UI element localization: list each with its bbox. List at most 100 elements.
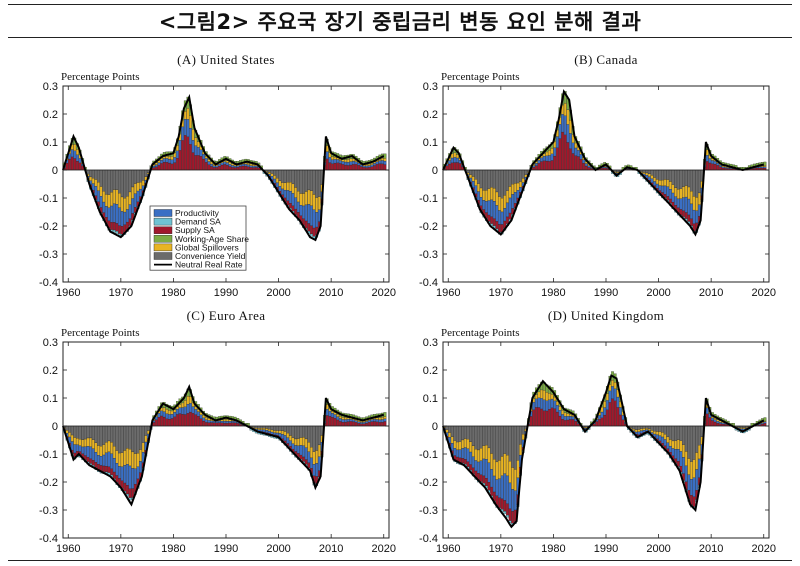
bar-segment: [461, 439, 465, 449]
bar-segment: [170, 410, 174, 415]
bar-segment: [202, 153, 205, 160]
bar-segment: [558, 406, 562, 411]
bar-segment: [289, 182, 292, 192]
bar-segment: [97, 169, 100, 183]
bar-segment: [716, 423, 720, 427]
bar-segment: [312, 227, 316, 237]
bar-segment: [268, 172, 271, 175]
bar-segment: [157, 165, 161, 171]
bar-segment: [275, 178, 279, 183]
bar-segment: [218, 420, 221, 423]
x-tick-label: 1980: [161, 287, 185, 299]
bar-segment: [458, 441, 462, 450]
bar-segment: [123, 450, 127, 466]
bar-segment: [464, 425, 467, 439]
bar-segment: [550, 407, 554, 427]
bar-segment: [637, 431, 641, 435]
bar-segment: [197, 155, 200, 171]
bar-segment: [281, 430, 284, 435]
bar-segment: [296, 445, 300, 454]
bar-segment: [265, 430, 269, 433]
bar-segment: [81, 425, 85, 440]
bar-segment: [307, 451, 311, 463]
bar-segment: [582, 159, 585, 164]
bar-segment: [70, 425, 74, 436]
bar-segment: [278, 186, 282, 192]
bar-segment: [598, 419, 601, 427]
bar-segment: [513, 490, 517, 511]
bar-segment: [705, 407, 709, 414]
legend-swatch: [153, 235, 173, 243]
bar-segment: [498, 460, 501, 479]
y-axis-label: Percentage Points: [441, 327, 520, 339]
bar-segment: [223, 422, 227, 427]
bar-segment: [128, 425, 132, 450]
bar-segment: [381, 158, 384, 161]
bar-segment: [112, 229, 116, 233]
bar-segment: [763, 421, 767, 424]
bar-segment: [666, 169, 670, 180]
bar-segment: [183, 110, 187, 120]
bar-segment: [86, 457, 90, 462]
bar-segment: [713, 421, 717, 427]
bar-segment: [194, 409, 198, 415]
bar-segment: [650, 425, 654, 431]
bar-segment: [492, 188, 496, 202]
bar-segment: [307, 169, 311, 191]
bar-segment: [716, 165, 720, 171]
bar-segment: [705, 155, 709, 162]
bar-segment: [608, 390, 612, 403]
bar-segment: [289, 435, 292, 441]
bar-segment: [162, 416, 166, 427]
bar-segment: [663, 179, 667, 187]
bar-segment: [131, 169, 135, 188]
bar-segment: [194, 414, 198, 427]
bar-segment: [204, 422, 208, 427]
bar-segment: [611, 398, 614, 427]
bar-segment: [91, 183, 95, 191]
bar-segment: [86, 425, 90, 439]
x-tick-label: 2000: [266, 287, 290, 299]
bar-segment: [307, 204, 311, 224]
bar-segment: [362, 165, 366, 168]
bar-segment: [341, 419, 345, 423]
bar-segment: [215, 422, 219, 427]
bar-segment: [123, 482, 127, 492]
bar-segment: [286, 169, 290, 183]
bar-segment: [653, 425, 656, 432]
bar-segment: [170, 418, 174, 427]
bar-segment: [642, 172, 646, 175]
bar-segment: [144, 435, 148, 443]
legend-swatch: [153, 243, 173, 252]
bar-segment: [233, 422, 237, 427]
bar-segment: [584, 165, 588, 171]
bar-segment: [328, 157, 332, 163]
bar-segment: [713, 163, 717, 171]
bar-segment: [671, 448, 675, 456]
bar-segment: [692, 196, 696, 211]
y-tick-label: -0.2: [419, 221, 438, 233]
bar-segment: [477, 191, 480, 201]
bar-segment: [307, 425, 311, 443]
bar-segment: [76, 425, 79, 439]
x-tick-label: 1970: [489, 543, 513, 555]
bar-segment: [307, 223, 311, 232]
bar-segment: [128, 488, 132, 498]
bar-segment: [763, 417, 767, 422]
x-tick-label: 2020: [371, 543, 395, 555]
bar-segment: [498, 497, 501, 508]
bar-segment: [719, 165, 722, 167]
bar-segment: [456, 157, 459, 163]
bar-segment: [487, 447, 491, 464]
bar-segment: [102, 444, 106, 456]
bar-segment: [304, 191, 308, 206]
bar-segment: [574, 155, 578, 171]
bar-segment: [676, 198, 680, 208]
bar-segment: [136, 425, 140, 454]
bar-segment: [648, 169, 651, 174]
y-tick-label: -0.4: [419, 277, 438, 289]
bar-segment: [76, 154, 79, 162]
bar-segment: [352, 160, 355, 165]
bar-segment: [508, 186, 512, 199]
bar-segment: [469, 425, 472, 443]
